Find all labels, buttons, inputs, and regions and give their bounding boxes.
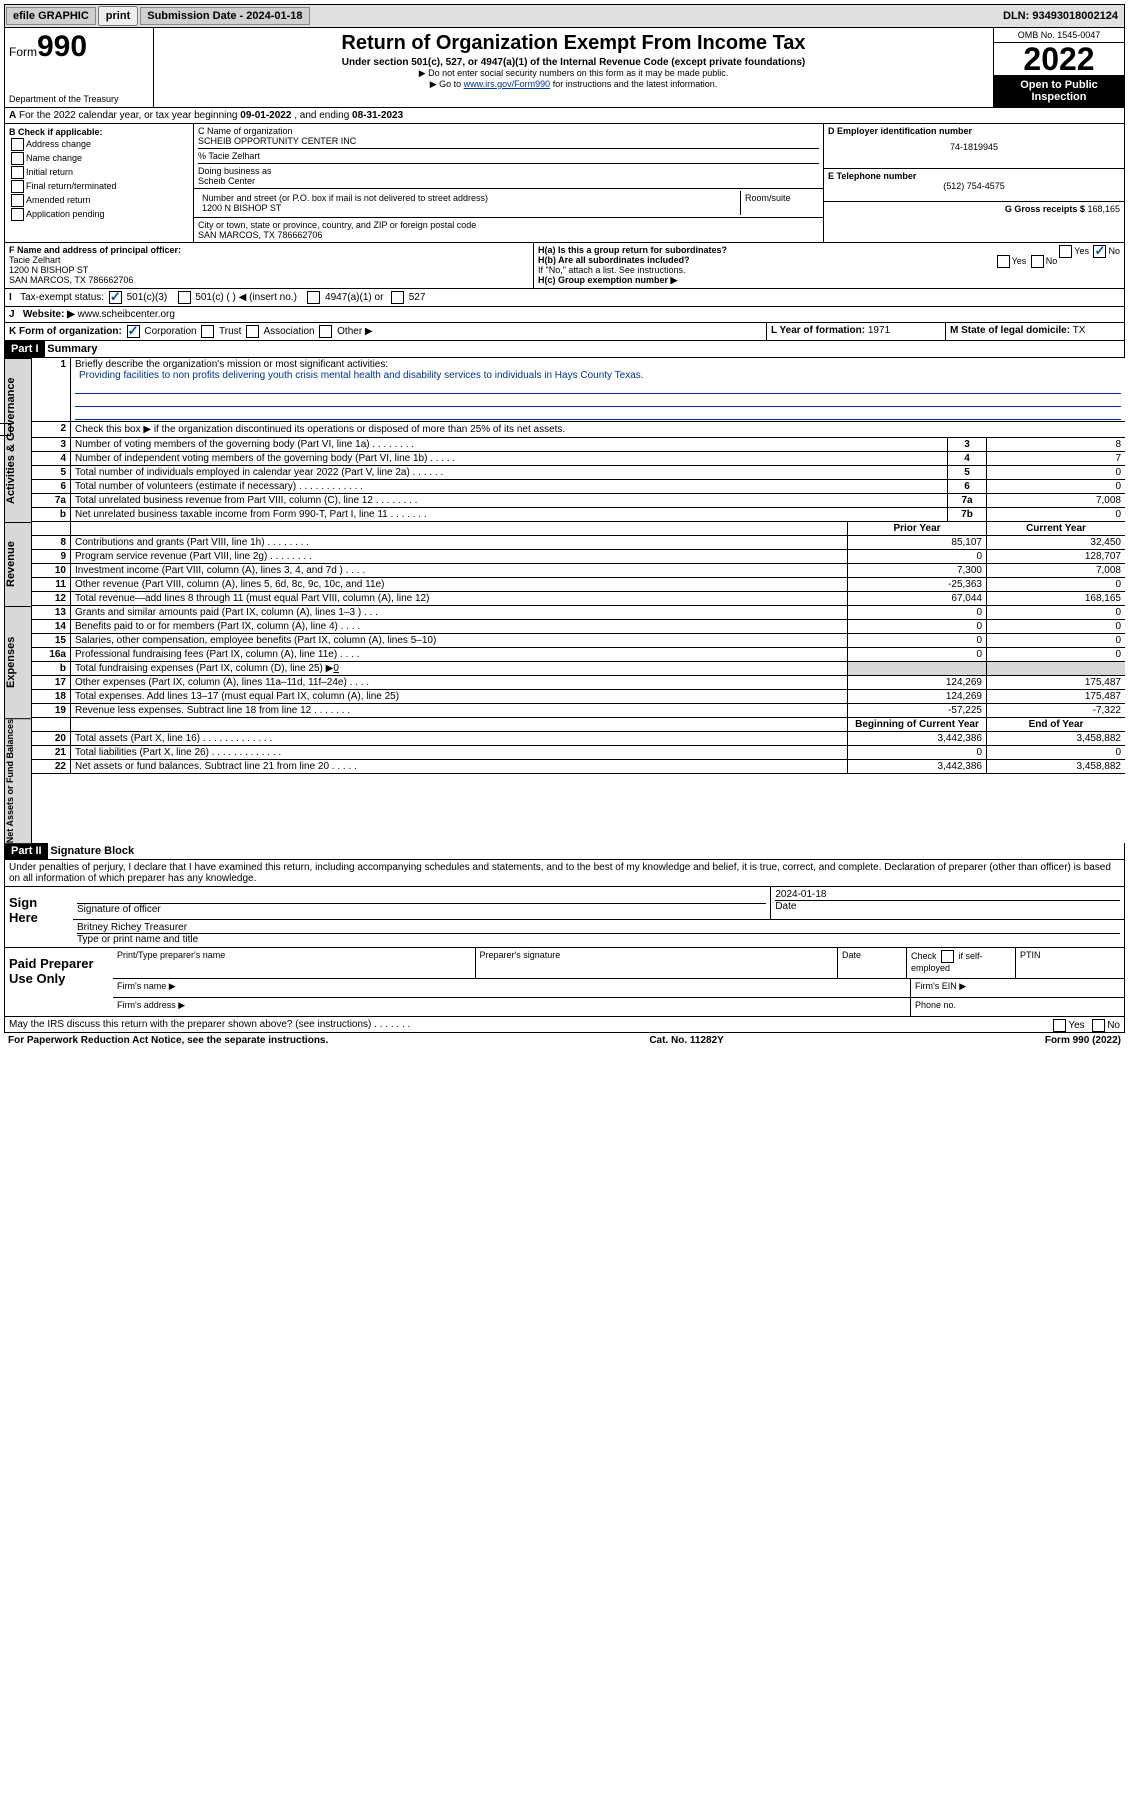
checkbox-initial-return[interactable] bbox=[11, 166, 24, 179]
org-name: SCHEIB OPPORTUNITY CENTER INC bbox=[198, 136, 819, 146]
part2-header: Part II Signature Block bbox=[4, 843, 1125, 860]
officer-signed: Britney Richey Treasurer bbox=[77, 922, 1120, 933]
checkbox-501c[interactable] bbox=[178, 291, 191, 304]
tab-expenses: Expenses bbox=[5, 606, 32, 718]
sign-here: Sign Here Signature of officer 2024-01-1… bbox=[4, 887, 1125, 948]
officer-name: Tacie Zelhart bbox=[9, 255, 61, 265]
checkbox-name-change[interactable] bbox=[11, 152, 24, 165]
checkbox-trust[interactable] bbox=[201, 325, 214, 338]
section-ij: I Tax-exempt status: 501(c)(3) 501(c) ( … bbox=[4, 289, 1125, 323]
year-formation: 1971 bbox=[868, 325, 890, 336]
section-bcdefg: B Check if applicable: Address change Na… bbox=[4, 124, 1125, 243]
net-assets-section: Net Assets or Fund Balances Beginning of… bbox=[4, 718, 1125, 843]
section-klm: K Form of organization: Corporation Trus… bbox=[4, 323, 1125, 341]
efile-label: efile GRAPHIC bbox=[6, 7, 96, 25]
website: www.scheibcenter.org bbox=[78, 309, 175, 320]
submission-date: Submission Date - 2024-01-18 bbox=[140, 7, 309, 25]
ein: 74-1819945 bbox=[828, 142, 1120, 152]
paid-preparer: Paid Preparer Use Only Print/Type prepar… bbox=[4, 948, 1125, 1017]
checkbox-hb-yes[interactable] bbox=[997, 255, 1010, 268]
checkbox-address-change[interactable] bbox=[11, 138, 24, 151]
form-title: Return of Organization Exempt From Incom… bbox=[156, 32, 991, 55]
rev-8-prior: 85,107 bbox=[848, 536, 987, 550]
revenue-section: Revenue Prior YearCurrent Year 8Contribu… bbox=[4, 522, 1125, 606]
checkbox-ha-yes[interactable] bbox=[1059, 245, 1072, 258]
checkbox-app-pending[interactable] bbox=[11, 208, 24, 221]
form-subtitle: Under section 501(c), 527, or 4947(a)(1)… bbox=[156, 57, 991, 68]
top-bar: efile GRAPHIC print Submission Date - 20… bbox=[4, 4, 1125, 28]
val-6: 0 bbox=[987, 480, 1126, 494]
tab-net-assets: Net Assets or Fund Balances bbox=[5, 718, 32, 843]
city-state-zip: SAN MARCOS, TX 786662706 bbox=[198, 230, 819, 240]
box-defg: D Employer identification number74-18199… bbox=[823, 124, 1124, 242]
checkbox-assoc[interactable] bbox=[246, 325, 259, 338]
note-ssn: ▶ Do not enter social security numbers o… bbox=[156, 68, 991, 79]
tab-revenue: Revenue bbox=[5, 522, 32, 606]
checkbox-amended[interactable] bbox=[11, 194, 24, 207]
tax-year: 2022 bbox=[994, 43, 1124, 75]
val-7a: 7,008 bbox=[987, 494, 1126, 508]
telephone: (512) 754-4575 bbox=[828, 181, 1120, 191]
form-header: Form990 Department of the Treasury Retur… bbox=[4, 28, 1125, 108]
dln-label: DLN: 93493018002124 bbox=[997, 8, 1124, 24]
checkbox-corp[interactable] bbox=[127, 325, 140, 338]
checkbox-final-return[interactable] bbox=[11, 180, 24, 193]
irs-link[interactable]: www.irs.gov/Form990 bbox=[464, 79, 551, 89]
rev-8-cur: 32,450 bbox=[987, 536, 1126, 550]
section-fh: F Name and address of principal officer:… bbox=[4, 243, 1125, 289]
checkbox-discuss-no[interactable] bbox=[1092, 1019, 1105, 1032]
expenses-section: Expenses 13Grants and similar amounts pa… bbox=[4, 606, 1125, 718]
box-c: C Name of organization SCHEIB OPPORTUNIT… bbox=[194, 124, 823, 242]
may-discuss: May the IRS discuss this return with the… bbox=[4, 1017, 1125, 1033]
checkbox-527[interactable] bbox=[391, 291, 404, 304]
public-inspection: Open to Public Inspection bbox=[994, 75, 1124, 107]
penalty-statement: Under penalties of perjury, I declare th… bbox=[4, 860, 1125, 887]
dept-label: Department of the Treasury bbox=[9, 94, 149, 104]
checkbox-4947[interactable] bbox=[307, 291, 320, 304]
mission-text: Providing facilities to non profits deli… bbox=[75, 370, 648, 381]
activities-governance: Activities & Governance 1 Briefly descri… bbox=[4, 358, 1125, 522]
sign-date: 2024-01-18 bbox=[775, 889, 1120, 900]
dba: Scheib Center bbox=[198, 176, 255, 186]
val-3: 8 bbox=[987, 438, 1126, 452]
val-4: 7 bbox=[987, 452, 1126, 466]
checkbox-hb-no[interactable] bbox=[1031, 255, 1044, 268]
part1-header: Part I Summary bbox=[4, 341, 1125, 358]
checkbox-501c3[interactable] bbox=[109, 291, 122, 304]
page-footer: For Paperwork Reduction Act Notice, see … bbox=[4, 1033, 1125, 1048]
tab-activities: Activities & Governance bbox=[5, 358, 32, 522]
form-label: Form bbox=[9, 45, 37, 59]
val-5: 0 bbox=[987, 466, 1126, 480]
checkbox-ha-no[interactable] bbox=[1093, 245, 1106, 258]
checkbox-self-employed[interactable] bbox=[941, 950, 954, 963]
box-b: B Check if applicable: Address change Na… bbox=[5, 124, 194, 242]
val-7b: 0 bbox=[987, 508, 1126, 522]
checkbox-other[interactable] bbox=[319, 325, 332, 338]
street-address: 1200 N BISHOP ST bbox=[202, 203, 736, 213]
print-button[interactable]: print bbox=[98, 6, 138, 26]
checkbox-line2[interactable] bbox=[0, 423, 11, 436]
checkbox-discuss-yes[interactable] bbox=[1053, 1019, 1066, 1032]
state-domicile: TX bbox=[1073, 325, 1086, 336]
gross-receipts: 168,165 bbox=[1087, 204, 1120, 214]
form-number: 990 bbox=[37, 30, 87, 63]
line-a: A For the 2022 calendar year, or tax yea… bbox=[4, 108, 1125, 124]
